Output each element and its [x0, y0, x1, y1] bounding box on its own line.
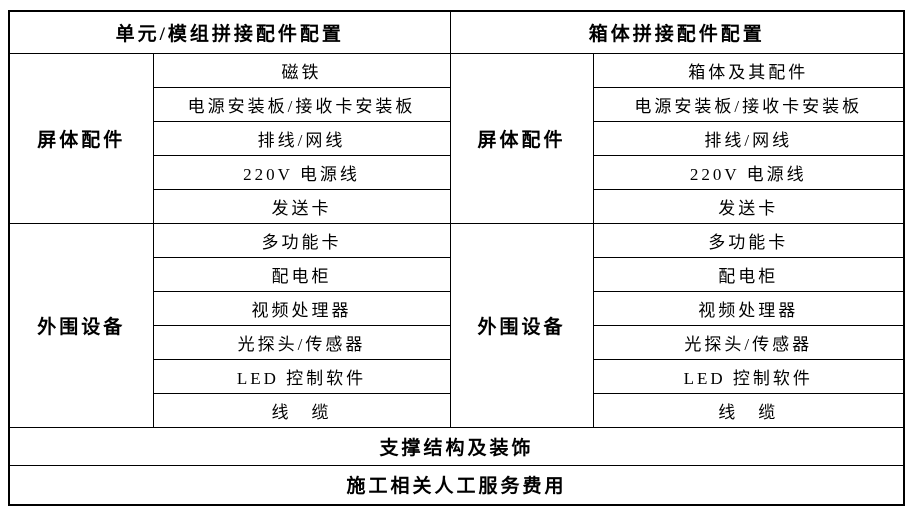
item-cell: 排线/网线	[592, 120, 905, 156]
table-row: 电源安装板/接收卡安装板 电源安装板/接收卡安装板	[9, 86, 905, 122]
item-cell: 排线/网线	[152, 120, 451, 156]
item-cell: 220V 电源线	[592, 154, 905, 190]
accessories-config-table: 单元/模组拼接配件配置 箱体拼接配件配置 屏体配件 磁铁 屏体配件 箱体及其配件…	[8, 10, 906, 506]
table-row: 220V 电源线 220V 电源线	[9, 154, 905, 190]
item-cell: 220V 电源线	[152, 154, 451, 190]
table-row: 外围设备 多功能卡 外围设备 多功能卡	[8, 222, 905, 428]
item-cell: 发送卡	[152, 188, 451, 224]
table-row: 光探头/传感器 光探头/传感器	[9, 324, 905, 360]
item-cell: LED 控制软件	[592, 358, 905, 394]
item-cell: 光探头/传感器	[152, 324, 451, 360]
left-group-label-screen-accessories: 屏体配件	[8, 52, 154, 224]
right-group-label-peripheral-devices: 外围设备	[449, 222, 594, 428]
footer-cell-labor-cost: 施工相关人工服务费用	[8, 464, 905, 506]
item-cell: 光探头/传感器	[592, 324, 905, 360]
table-row: 屏体配件 磁铁 屏体配件 箱体及其配件	[8, 52, 905, 224]
item-cell: 磁铁	[152, 52, 451, 88]
table-row: LED 控制软件 LED 控制软件	[9, 358, 905, 394]
item-cell: 多功能卡	[592, 222, 905, 258]
item-cell: 配电柜	[592, 256, 905, 292]
item-cell: LED 控制软件	[152, 358, 451, 394]
table-row: 配电柜 配电柜	[9, 256, 905, 292]
item-cell: 线 缆	[592, 392, 905, 428]
left-group-label-peripheral-devices: 外围设备	[8, 222, 154, 428]
item-cell: 视频处理器	[152, 290, 451, 326]
item-cell: 箱体及其配件	[592, 52, 905, 88]
item-cell: 发送卡	[592, 188, 905, 224]
footer-row-support-structure: 支撑结构及装饰	[8, 426, 905, 466]
item-cell: 多功能卡	[152, 222, 451, 258]
right-group-label-screen-accessories: 屏体配件	[449, 52, 594, 224]
item-cell: 视频处理器	[592, 290, 905, 326]
item-cell: 电源安装板/接收卡安装板	[152, 86, 451, 122]
footer-row-labor-cost: 施工相关人工服务费用	[8, 464, 905, 506]
item-cell: 电源安装板/接收卡安装板	[592, 86, 905, 122]
item-cell: 配电柜	[152, 256, 451, 292]
footer-cell-support-structure: 支撑结构及装饰	[8, 426, 905, 466]
table-row: 视频处理器 视频处理器	[9, 290, 905, 326]
table-row: 发送卡 发送卡	[9, 188, 905, 224]
table-header-row: 单元/模组拼接配件配置 箱体拼接配件配置	[8, 10, 905, 54]
left-section-header: 单元/模组拼接配件配置	[8, 10, 451, 54]
right-section-header: 箱体拼接配件配置	[449, 10, 905, 54]
item-cell: 线 缆	[152, 392, 451, 428]
